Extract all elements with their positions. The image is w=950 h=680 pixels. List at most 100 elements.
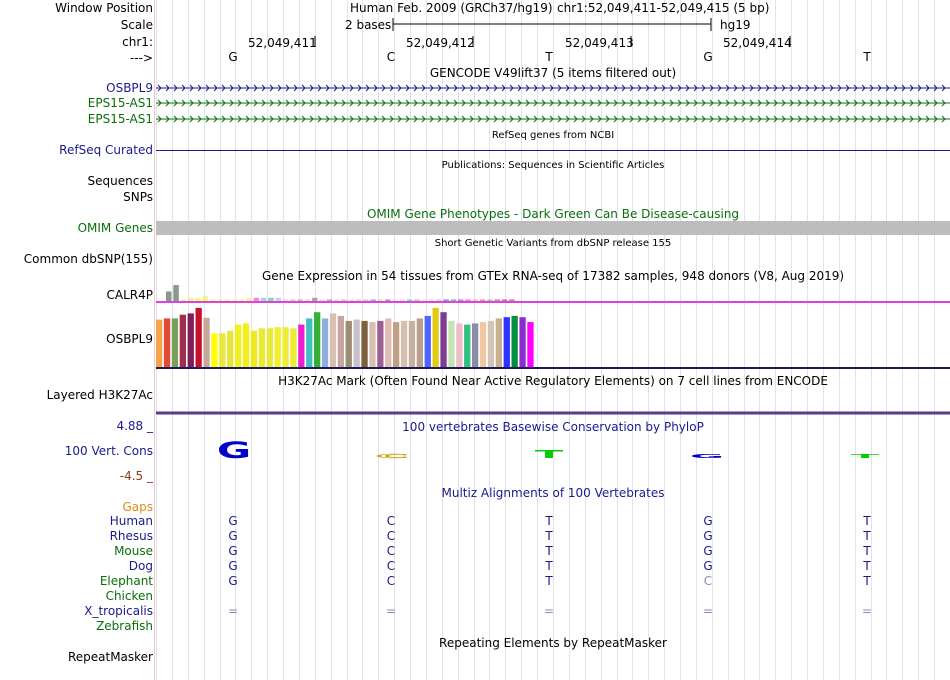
gtex-bar bbox=[274, 327, 281, 368]
position-readout: chr1:52,049,411-52,049,415 (5 bp) bbox=[557, 1, 770, 15]
gene-arrow bbox=[325, 99, 330, 107]
gencode-gene-features[interactable] bbox=[156, 80, 950, 130]
publications-sequences-label[interactable]: Sequences bbox=[87, 174, 153, 188]
omim-feature-bar[interactable] bbox=[156, 221, 950, 235]
gene-arrow bbox=[925, 84, 930, 92]
repeatmasker-label[interactable]: RepeatMasker bbox=[67, 650, 153, 664]
gene-arrow bbox=[525, 84, 530, 92]
alignment-base: G bbox=[228, 559, 238, 573]
gene-arrow bbox=[781, 84, 786, 92]
gene-arrow bbox=[821, 84, 826, 92]
gene-arrow bbox=[237, 84, 242, 92]
gene-arrow bbox=[349, 115, 354, 123]
gene-arrow bbox=[677, 99, 682, 107]
gencode-track-title[interactable]: GENCODE V49lift37 (5 items filtered out) bbox=[429, 66, 677, 80]
gene-arrow bbox=[501, 115, 506, 123]
gene-arrow bbox=[749, 115, 754, 123]
gtex-bar bbox=[202, 296, 208, 301]
omim-label[interactable]: OMIM Genes bbox=[77, 221, 153, 235]
h3k27ac-track-title[interactable]: H3K27Ac Mark (Often Found Near Active Re… bbox=[278, 374, 828, 388]
refseq-label[interactable]: RefSeq Curated bbox=[59, 143, 153, 157]
gene-label-osbpl9[interactable]: OSBPL9 bbox=[106, 81, 153, 95]
gtex-bar bbox=[333, 299, 340, 301]
gene-arrow bbox=[309, 115, 314, 123]
species-label[interactable]: Dog bbox=[128, 559, 153, 573]
gene-arrow bbox=[253, 84, 258, 92]
repeatmasker-track-title[interactable]: Repeating Elements by RepeatMasker bbox=[439, 636, 667, 650]
gene-arrow bbox=[853, 99, 858, 107]
gene-arrow bbox=[629, 84, 634, 92]
gene-arrow bbox=[349, 84, 354, 92]
species-label[interactable]: Chicken bbox=[105, 589, 153, 603]
omim-track-title[interactable]: OMIM Gene Phenotypes - Dark Green Can Be… bbox=[366, 207, 740, 221]
gene-arrow bbox=[373, 84, 378, 92]
gtex-osbpl9-bars[interactable] bbox=[156, 306, 950, 368]
multiz-track-title[interactable]: Multiz Alignments of 100 Vertebrates bbox=[441, 486, 665, 500]
gtex-bar bbox=[166, 291, 172, 301]
gtex-bar bbox=[501, 299, 508, 301]
gtex-bar bbox=[268, 297, 274, 301]
gene-arrow bbox=[405, 99, 410, 107]
refseq-gene-line[interactable] bbox=[156, 150, 950, 152]
grid-line bbox=[568, 0, 570, 680]
gene-arrow bbox=[877, 84, 882, 92]
gene-arrow bbox=[181, 84, 186, 92]
gtex-bar bbox=[519, 317, 526, 368]
gene-arrow bbox=[933, 115, 938, 123]
gene-arrow bbox=[325, 115, 330, 123]
publications-snps-label[interactable]: SNPs bbox=[123, 190, 153, 204]
gtex-bar bbox=[421, 299, 427, 301]
species-label[interactable]: Elephant bbox=[99, 574, 153, 588]
gene-arrow bbox=[613, 84, 618, 92]
gene-arrow bbox=[765, 99, 770, 107]
species-label[interactable]: Human bbox=[109, 514, 153, 528]
gtex-bar bbox=[348, 299, 354, 301]
gtex-bar bbox=[219, 333, 226, 368]
gene-arrow bbox=[733, 99, 738, 107]
refseq-track-title[interactable]: RefSeq genes from NCBI bbox=[491, 130, 615, 141]
gene-arrow bbox=[213, 84, 218, 92]
dbsnp-track-title[interactable]: Short Genetic Variants from dbSNP releas… bbox=[434, 238, 672, 249]
gtex-bar bbox=[235, 324, 242, 368]
phylop-label[interactable]: 100 Vert. Cons bbox=[64, 444, 153, 458]
gene-arrow bbox=[869, 115, 874, 123]
gene-arrow bbox=[877, 115, 882, 123]
gtex-bar bbox=[414, 299, 420, 301]
species-label[interactable]: Zebrafish bbox=[96, 619, 153, 633]
strand-label: ---> bbox=[129, 51, 153, 65]
species-label[interactable]: Mouse bbox=[114, 544, 153, 558]
h3k27ac-label[interactable]: Layered H3K27Ac bbox=[46, 388, 153, 402]
gtex-bar bbox=[209, 299, 216, 301]
phylop-track-title[interactable]: 100 vertebrates Basewise Conservation by… bbox=[402, 420, 704, 434]
gene-arrow bbox=[301, 84, 306, 92]
gene-arrow bbox=[725, 115, 730, 123]
gene-label-eps15-as1[interactable]: EPS15-AS1 bbox=[87, 96, 153, 110]
dbsnp-label[interactable]: Common dbSNP(155) bbox=[23, 252, 153, 266]
gtex-bar bbox=[472, 323, 479, 368]
ref-base: T bbox=[545, 50, 553, 64]
gene-arrow bbox=[349, 99, 354, 107]
gene-arrow bbox=[901, 115, 906, 123]
gene-arrow bbox=[861, 115, 866, 123]
gene-arrow bbox=[661, 115, 666, 123]
gene-arrow bbox=[813, 99, 818, 107]
gene-arrow bbox=[901, 99, 906, 107]
gtex-calr4p-bars[interactable] bbox=[156, 284, 950, 302]
gene-arrow bbox=[765, 84, 770, 92]
gene-arrow bbox=[709, 115, 714, 123]
species-label[interactable]: Rhesus bbox=[109, 529, 153, 543]
species-label[interactable]: X_tropicalis bbox=[84, 604, 153, 618]
gtex-gene-osbpl9[interactable]: OSBPL9 bbox=[106, 332, 153, 346]
gene-arrow bbox=[893, 99, 898, 107]
gene-label-eps15-as1[interactable]: EPS15-AS1 bbox=[87, 112, 153, 126]
gene-arrow bbox=[565, 115, 570, 123]
gtex-gene-calr4p[interactable]: CALR4P bbox=[106, 288, 153, 302]
grid-line bbox=[918, 0, 920, 680]
gtex-track-title[interactable]: Gene Expression in 54 tissues from GTEx … bbox=[261, 269, 845, 283]
gtex-bar bbox=[337, 315, 344, 368]
gene-arrow bbox=[181, 99, 186, 107]
publications-track-title[interactable]: Publications: Sequences in Scientific Ar… bbox=[441, 160, 665, 171]
gene-arrow bbox=[637, 99, 642, 107]
gene-arrow bbox=[741, 115, 746, 123]
